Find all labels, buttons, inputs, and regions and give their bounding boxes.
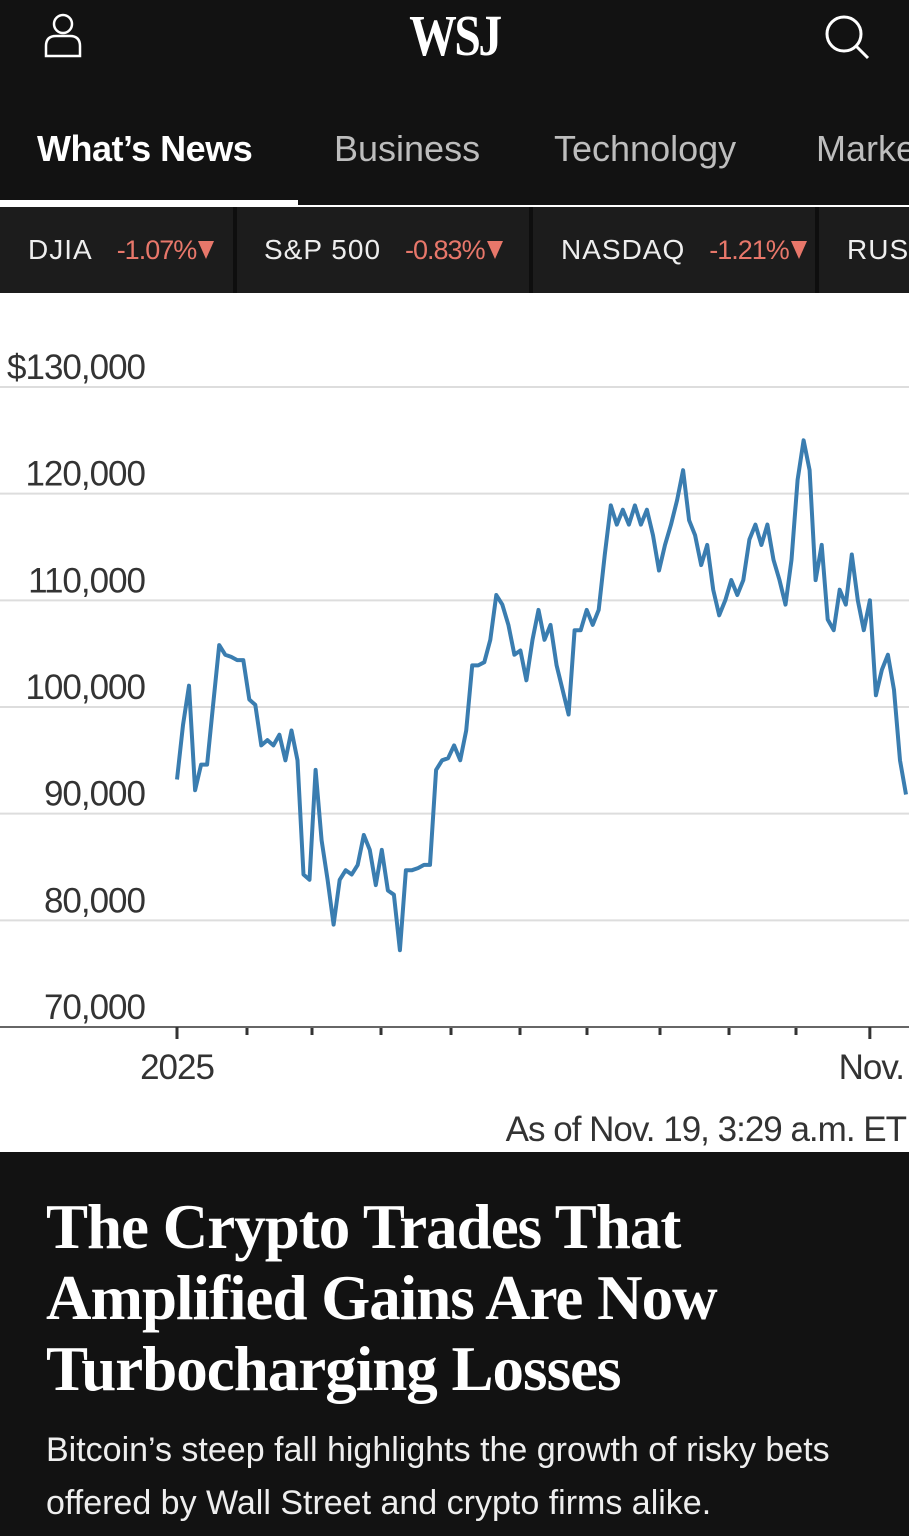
ticker-change: -1.07% <box>116 234 198 265</box>
nav-tab[interactable]: Technology <box>554 128 737 169</box>
separator <box>815 207 819 293</box>
y-tick-label: 100,000 <box>25 668 145 707</box>
top-bar: WSJ What’s News Business Technology Mark… <box>0 0 909 206</box>
down-arrow <box>486 241 503 259</box>
ticker[interactable]: NASDAQ -1.21% <box>561 207 807 293</box>
y-tick-label: $130,000 <box>7 348 146 387</box>
chart: As of Nov. 19, 3:29 a.m. ET 70,000 80,000… <box>0 348 909 1149</box>
user-icon[interactable] <box>40 12 86 60</box>
ticker-name: NASDAQ <box>561 234 686 265</box>
y-tick-label: 120,000 <box>25 455 145 494</box>
dek: Bitcoin’s steep fall highlights the grow… <box>46 1431 830 1522</box>
ticker-change: -0.83% <box>405 234 486 265</box>
y-tick-label: 110,000 <box>28 561 145 600</box>
nav-tab[interactable]: What’s News <box>37 128 253 169</box>
nav-tab[interactable]: Business <box>334 128 481 169</box>
x-tick-label: Nov. <box>839 1048 904 1087</box>
x-tick-label: 2025 <box>140 1048 214 1087</box>
ticker[interactable]: S&P 500 -0.83% <box>264 207 503 293</box>
ticker[interactable]: DJIA -1.07% <box>28 207 215 293</box>
tab-underline <box>0 200 298 206</box>
chart-note: As of Nov. 19, 3:29 a.m. ET <box>506 1110 907 1149</box>
separator <box>233 207 237 293</box>
price-line <box>175 438 908 953</box>
ticker-name: DJIA <box>28 234 93 265</box>
minor-ticks <box>245 1027 798 1035</box>
ticker-name: RUSSELL 2000 <box>847 234 909 265</box>
separator <box>529 207 533 293</box>
y-tick-label: 80,000 <box>44 881 146 920</box>
ticker-strip: DJIA -1.07% S&P 500 -0.83% NASDAQ -1.21% RU… <box>0 207 909 293</box>
logo[interactable]: WSJ <box>409 3 502 68</box>
down-arrow <box>790 241 807 259</box>
headline[interactable]: The Crypto Trades That Amplified Gains A… <box>46 1192 718 1404</box>
ticker[interactable]: RUSSELL 2000 <box>847 207 909 293</box>
ticker-change: -1.21% <box>709 234 790 265</box>
nav-tab[interactable]: Markets <box>816 128 909 169</box>
ticker-name: S&P 500 <box>264 234 382 265</box>
y-tick-label: 70,000 <box>44 988 146 1027</box>
down-arrow <box>198 241 215 259</box>
search-icon[interactable] <box>822 12 872 62</box>
y-tick-label: 90,000 <box>44 775 146 814</box>
article-card[interactable]: The Crypto Trades That Amplified Gains A… <box>0 1152 909 1536</box>
